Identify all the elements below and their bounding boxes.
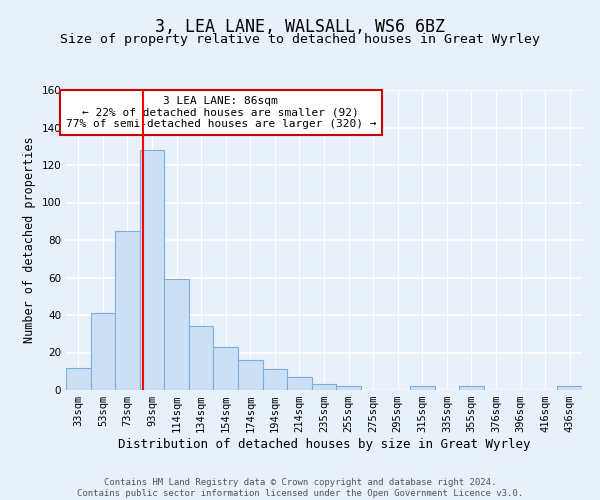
- Bar: [336, 386, 361, 390]
- Text: Size of property relative to detached houses in Great Wyrley: Size of property relative to detached ho…: [60, 32, 540, 46]
- Bar: [115, 230, 140, 390]
- Bar: [189, 326, 214, 390]
- Text: 3, LEA LANE, WALSALL, WS6 6BZ: 3, LEA LANE, WALSALL, WS6 6BZ: [155, 18, 445, 36]
- Bar: [263, 370, 287, 390]
- Bar: [164, 280, 189, 390]
- X-axis label: Distribution of detached houses by size in Great Wyrley: Distribution of detached houses by size …: [118, 438, 530, 451]
- Bar: [214, 347, 238, 390]
- Y-axis label: Number of detached properties: Number of detached properties: [23, 136, 36, 344]
- Text: Contains HM Land Registry data © Crown copyright and database right 2024.
Contai: Contains HM Land Registry data © Crown c…: [77, 478, 523, 498]
- Bar: [140, 150, 164, 390]
- Bar: [312, 384, 336, 390]
- Bar: [287, 377, 312, 390]
- Bar: [238, 360, 263, 390]
- Text: 3 LEA LANE: 86sqm
← 22% of detached houses are smaller (92)
77% of semi-detached: 3 LEA LANE: 86sqm ← 22% of detached hous…: [65, 96, 376, 129]
- Bar: [66, 368, 91, 390]
- Bar: [459, 386, 484, 390]
- Bar: [557, 386, 582, 390]
- Bar: [410, 386, 434, 390]
- Bar: [91, 313, 115, 390]
